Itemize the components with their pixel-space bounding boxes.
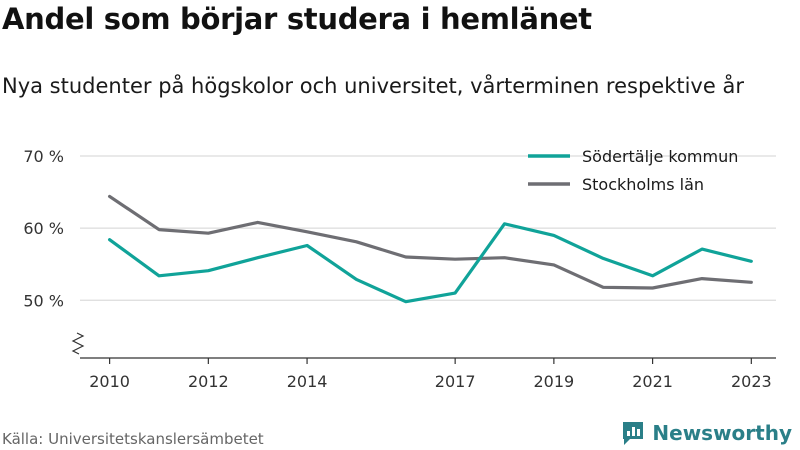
brand-logo: Newsworthy [620,419,792,447]
x-tick-label: 2017 [435,372,476,391]
y-tick-label: 60 % [23,219,64,238]
x-tick-label: 2010 [89,372,130,391]
x-tick-label: 2012 [188,372,229,391]
legend-label: Stockholms län [582,175,704,194]
x-tick-label: 2014 [287,372,328,391]
x-tick-label: 2021 [632,372,673,391]
newsworthy-logo-icon [623,422,644,445]
x-tick-label: 2019 [534,372,575,391]
y-tick-label: 50 % [23,291,64,310]
x-tick-label: 2023 [731,372,772,391]
y-tick-label: 70 % [23,147,64,166]
series-line [108,222,753,304]
legend-label: Södertälje kommun [582,147,738,166]
brand-name: Newsworthy [652,421,792,445]
chart-subtitle: Nya studenter på högskolor och universit… [2,74,744,98]
series-line [108,194,753,290]
axis-break-icon [71,332,85,355]
chart-title: Andel som börjar studera i hemlänet [2,2,592,36]
source-note: Källa: Universitetskanslersämbetet [2,430,264,448]
